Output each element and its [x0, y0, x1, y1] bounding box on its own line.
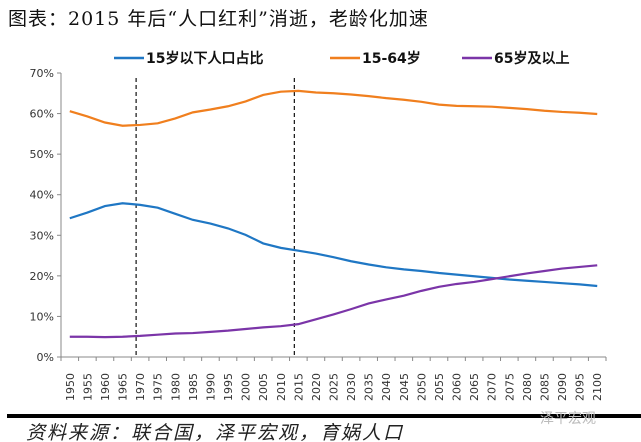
source-note: 资料来源：联合国，泽平宏观，育娲人口 — [26, 422, 405, 442]
y-tick-label: 50% — [30, 148, 54, 161]
x-tick-label: 2090 — [556, 373, 569, 401]
x-tick-label: 1960 — [99, 373, 112, 401]
x-tick-label: 2050 — [415, 373, 428, 401]
x-tick-label: 2065 — [468, 373, 481, 401]
x-tick-label: 2045 — [398, 373, 411, 401]
watermark: 泽平宏观 — [540, 411, 596, 427]
x-tick-label: 1990 — [204, 373, 217, 401]
series-line-0 — [69, 202, 598, 288]
y-tick-label: 60% — [30, 108, 54, 121]
divider — [7, 414, 641, 418]
x-tick-label: 2035 — [363, 373, 376, 401]
x-tick-label: 2040 — [380, 373, 393, 401]
x-tick-label: 2020 — [310, 373, 323, 401]
x-tick-label: 2055 — [433, 373, 446, 401]
x-tick-label: 2015 — [292, 373, 305, 401]
x-tick-label: 2000 — [240, 373, 253, 401]
x-tick-label: 1980 — [169, 373, 182, 401]
legend-label: 15-64岁 — [362, 50, 421, 67]
y-tick-label: 40% — [30, 189, 54, 202]
x-tick-label: 2080 — [521, 373, 534, 401]
x-tick-label: 1970 — [134, 373, 147, 401]
line-chart: 0% 10% 20% 30% 40% 50% 60% 70% 1950 1955 1960 1965 1… — [30, 50, 607, 401]
y-tick-label: 20% — [30, 270, 54, 283]
x-tick-label: 2010 — [275, 373, 288, 401]
x-tick-label: 2060 — [451, 373, 464, 401]
x-tick-label: 1995 — [222, 373, 235, 401]
x-tick-label: 1955 — [81, 373, 94, 401]
x-tick-label: 2030 — [345, 373, 358, 401]
y-tick-label: 10% — [30, 310, 54, 323]
y-tick-label: 70% — [30, 67, 54, 80]
x-tick-label: 2025 — [328, 373, 341, 401]
x-tick-label: 1975 — [152, 373, 165, 401]
x-tick-label: 1950 — [64, 373, 77, 401]
legend-label: 65岁及以上 — [494, 50, 569, 67]
figure-title: 图表：2015 年后“人口红利”消逝，老龄化加速 — [8, 8, 429, 30]
legend-label: 15岁以下人口占比 — [146, 50, 263, 67]
x-tick-label: 2070 — [486, 373, 499, 401]
x-tick-label: 2005 — [257, 373, 270, 401]
x-tick-label: 1985 — [187, 373, 200, 401]
y-tick-label: 0% — [37, 351, 54, 364]
series-line-1 — [69, 89, 598, 127]
x-tick-label: 1965 — [117, 373, 130, 401]
x-tick-label: 2095 — [574, 373, 587, 401]
x-tick-label: 2085 — [538, 373, 551, 401]
y-tick-label: 30% — [30, 229, 54, 242]
series-line-2 — [69, 264, 598, 339]
x-tick-label: 2075 — [503, 373, 516, 401]
x-tick-label: 2100 — [591, 373, 604, 401]
